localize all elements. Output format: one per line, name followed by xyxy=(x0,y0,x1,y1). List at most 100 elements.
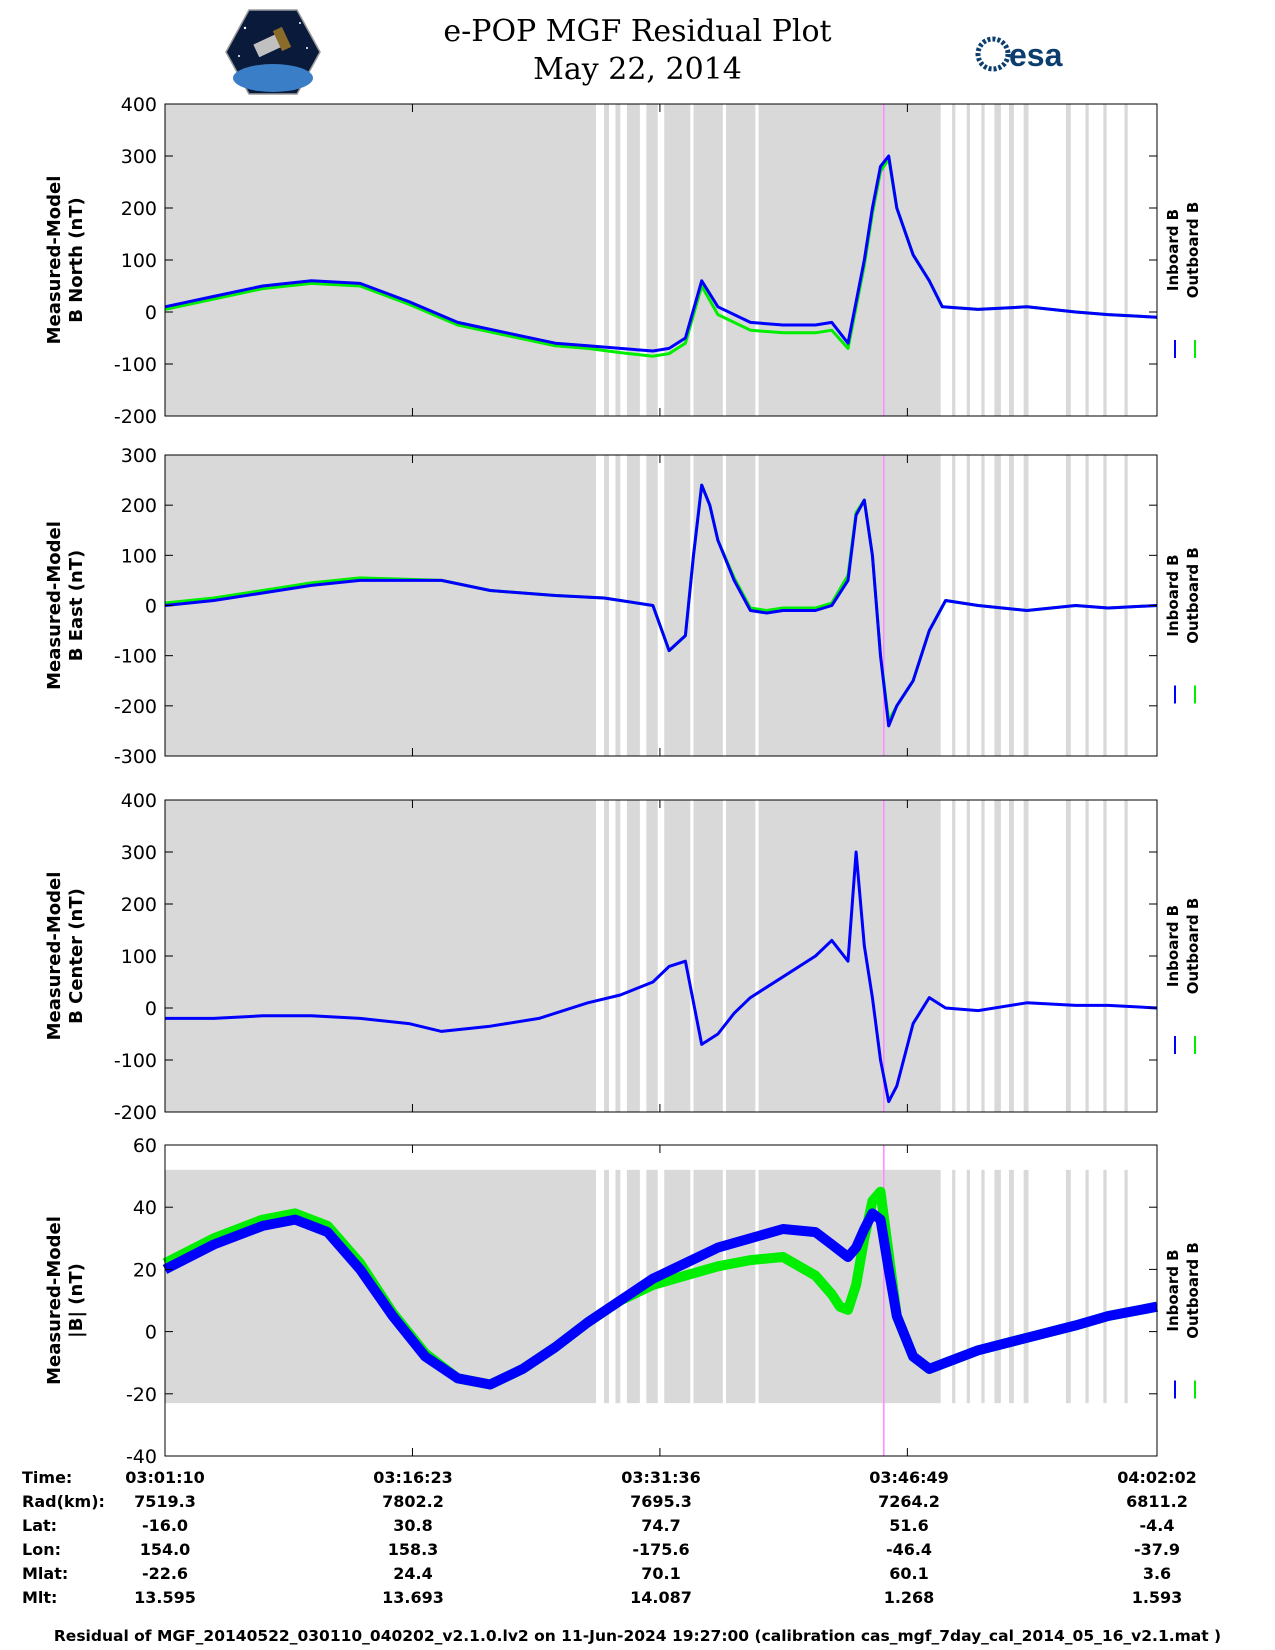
shaded-region xyxy=(726,800,756,1112)
chart-subtitle-date: May 22, 2014 xyxy=(533,52,742,87)
series-inboard-b xyxy=(162,1208,1158,1390)
cassiope-mission-logo xyxy=(225,9,321,95)
y-tick-label: 40 xyxy=(133,1197,157,1219)
shaded-region xyxy=(994,1169,1001,1404)
info-value: 1.268 xyxy=(883,1588,935,1607)
shaded-region xyxy=(604,104,609,416)
shaded-region xyxy=(1065,800,1071,1112)
info-value: 03:31:36 xyxy=(621,1468,701,1487)
y-axis-label: Measured-ModelB Center (nT) xyxy=(44,872,87,1041)
y-axis-label: Measured-ModelB North (nT) xyxy=(44,176,87,345)
shaded-region xyxy=(1085,1169,1089,1404)
shaded-region xyxy=(1103,800,1107,1112)
shaded-region xyxy=(1103,104,1107,416)
info-label-rad: Rad(km): xyxy=(22,1492,105,1511)
shaded-region xyxy=(981,1169,985,1404)
panel-frame xyxy=(164,1144,1158,1457)
shaded-region xyxy=(1103,455,1107,756)
shaded-region xyxy=(952,800,956,1112)
info-value: 51.6 xyxy=(889,1516,929,1535)
y-tick-label: -200 xyxy=(114,696,157,718)
shaded-region xyxy=(994,104,1001,416)
info-value: 6811.2 xyxy=(1126,1492,1188,1511)
series-inboard-b xyxy=(164,483,1158,728)
shaded-region xyxy=(966,800,970,1112)
y-tick-label: 200 xyxy=(121,894,157,916)
y-tick-label: -200 xyxy=(114,406,157,428)
info-value: 158.3 xyxy=(387,1540,439,1559)
shaded-region xyxy=(664,104,691,416)
info-value: -175.6 xyxy=(632,1540,690,1559)
shaded-region xyxy=(1124,455,1128,756)
shaded-region xyxy=(693,800,723,1112)
legend: Inboard B Outboard B xyxy=(1164,898,1202,995)
y-tick-label: 200 xyxy=(121,495,157,517)
shaded-region xyxy=(615,455,621,756)
shaded-region xyxy=(1023,800,1029,1112)
y-tick-label: 300 xyxy=(121,445,157,467)
info-value: 7264.2 xyxy=(878,1492,940,1511)
shaded-region xyxy=(952,455,956,756)
legend: Inboard B Outboard B xyxy=(1164,1242,1202,1339)
info-value: 30.8 xyxy=(393,1516,433,1535)
shaded-region xyxy=(952,1169,956,1404)
info-value: -22.6 xyxy=(141,1564,189,1583)
shaded-region xyxy=(994,455,1001,756)
shaded-region xyxy=(664,1169,691,1404)
shaded-region xyxy=(165,104,596,416)
y-tick-label: -20 xyxy=(126,1384,157,1406)
info-label-mlat: Mlat: xyxy=(22,1564,69,1583)
info-value: 03:16:23 xyxy=(373,1468,453,1487)
series-inboard-b xyxy=(164,154,1158,353)
y-tick-label: 300 xyxy=(121,146,157,168)
shaded-region xyxy=(1085,104,1089,416)
info-label-mlt: Mlt: xyxy=(22,1588,58,1607)
shaded-region xyxy=(604,1169,609,1404)
shaded-region xyxy=(1124,1169,1128,1404)
shaded-region xyxy=(165,800,596,1112)
shaded-region xyxy=(615,800,621,1112)
shaded-region xyxy=(615,1169,621,1404)
info-label-lon: Lon: xyxy=(22,1540,61,1559)
y-tick-label: -100 xyxy=(114,1050,157,1072)
shaded-region xyxy=(1103,1169,1107,1404)
info-value: -4.4 xyxy=(1139,1516,1175,1535)
info-value: 7695.3 xyxy=(630,1492,692,1511)
shaded-region xyxy=(994,800,1001,1112)
esa-logo: esa xyxy=(975,36,1063,73)
info-value: 74.7 xyxy=(641,1516,681,1535)
shaded-region xyxy=(966,104,970,416)
y-tick-label: 0 xyxy=(145,1322,157,1344)
shaded-region xyxy=(1124,800,1128,1112)
shaded-region xyxy=(626,455,640,756)
shaded-region xyxy=(604,455,609,756)
y-tick-label: 100 xyxy=(121,250,157,272)
y-axis-label: Measured-ModelB East (nT) xyxy=(44,521,87,690)
series-inboard-b xyxy=(165,850,1158,1104)
shaded-region xyxy=(646,800,658,1112)
shaded-region xyxy=(1023,104,1029,416)
info-value: 24.4 xyxy=(393,1564,433,1583)
shaded-region xyxy=(626,800,640,1112)
shaded-region xyxy=(758,104,941,416)
shaded-region xyxy=(1065,1169,1071,1404)
legend: Inboard B Outboard B xyxy=(1164,547,1202,644)
shaded-region xyxy=(1023,1169,1029,1404)
info-value: -46.4 xyxy=(885,1540,933,1559)
panel-1: -200 -100 0 100 200 300 400 Measured-ModelB Nor… xyxy=(44,94,1202,428)
shaded-region xyxy=(726,455,756,756)
shaded-region xyxy=(1023,455,1029,756)
shaded-region xyxy=(726,1169,756,1404)
y-tick-label: 0 xyxy=(145,596,157,618)
info-value: 154.0 xyxy=(139,1540,191,1559)
info-value: 14.087 xyxy=(630,1588,692,1607)
shaded-region xyxy=(966,1169,970,1404)
y-tick-label: -200 xyxy=(114,1102,157,1124)
info-value: -37.9 xyxy=(1133,1540,1181,1559)
y-tick-label: 300 xyxy=(121,842,157,864)
shaded-region xyxy=(758,455,941,756)
y-tick-label: -40 xyxy=(126,1446,157,1468)
info-value: 7802.2 xyxy=(382,1492,444,1511)
panel-3: -200 -100 0 100 200 300 400 Measured-ModelB Cen… xyxy=(44,790,1202,1124)
